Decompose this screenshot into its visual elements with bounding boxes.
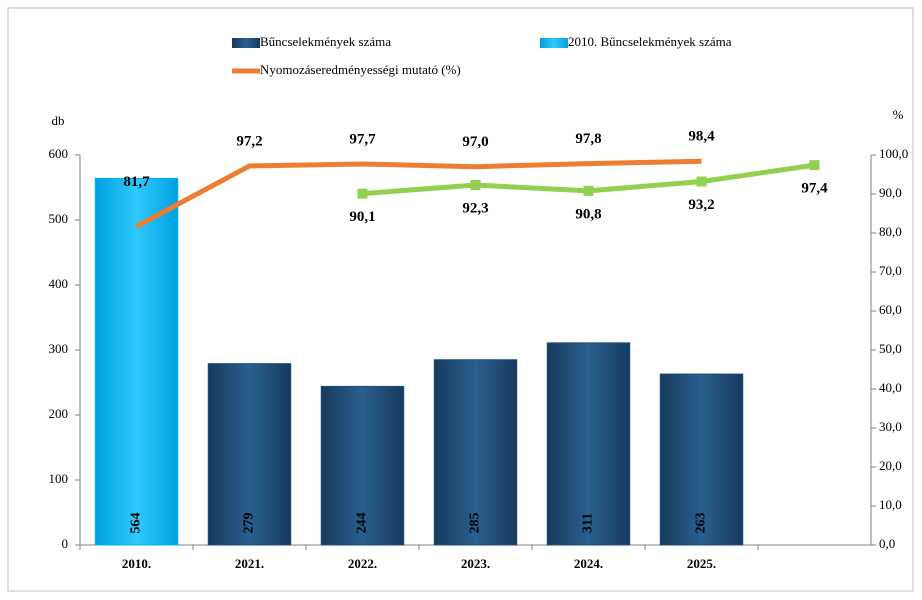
legend-label: 2010. Bűncselekmények száma <box>568 34 732 49</box>
y2-tick-label: 30,0 <box>879 419 902 434</box>
y-tick-label: 600 <box>49 146 69 161</box>
value-label: 97,8 <box>575 131 601 147</box>
y2-tick-label: 80,0 <box>879 224 902 239</box>
y-tick-label: 100 <box>49 471 69 486</box>
y-axis-label: db <box>52 113 65 128</box>
bar <box>94 177 179 546</box>
y2-tick-label: 70,0 <box>879 263 902 278</box>
legend-swatch <box>540 38 568 48</box>
y-tick-label: 0 <box>62 536 69 551</box>
y2-tick-label: 10,0 <box>879 497 902 512</box>
value-label: 97,4 <box>801 181 828 197</box>
y2-tick-label: 100,0 <box>879 146 908 161</box>
marker <box>583 185 594 196</box>
bar-label: 263 <box>694 513 709 534</box>
y-tick-label: 300 <box>49 341 69 356</box>
legend-swatch <box>232 38 260 48</box>
value-label: 98,4 <box>688 129 715 145</box>
y2-tick-label: 50,0 <box>879 341 902 356</box>
value-label: 81,7 <box>123 174 150 190</box>
x-tick-label: 2021. <box>235 556 264 571</box>
value-label: 90,1 <box>349 209 375 225</box>
x-tick-label: 2025. <box>687 556 716 571</box>
y-tick-label: 200 <box>49 406 69 421</box>
bar-label: 564 <box>129 513 144 534</box>
bar <box>659 373 744 546</box>
x-tick-label: 2010. <box>122 556 151 571</box>
value-label: 92,3 <box>462 200 488 216</box>
y2-tick-label: 90,0 <box>879 185 902 200</box>
bar-label: 311 <box>581 513 596 533</box>
y2-tick-label: 40,0 <box>879 380 902 395</box>
x-tick-label: 2024. <box>574 556 603 571</box>
bar <box>433 359 518 546</box>
y2-tick-label: 60,0 <box>879 302 902 317</box>
marker <box>696 176 707 187</box>
x-tick-label: 2022. <box>348 556 377 571</box>
y2-tick-label: 0,0 <box>879 536 895 551</box>
value-label: 97,2 <box>236 133 262 149</box>
y-tick-label: 500 <box>49 211 69 226</box>
value-label: 97,7 <box>349 131 376 147</box>
frame <box>7 7 914 592</box>
marker <box>357 188 368 199</box>
y-tick-label: 400 <box>49 276 69 291</box>
bar <box>546 342 631 546</box>
legend-label: Bűncselekmények száma <box>260 34 391 49</box>
bar <box>320 385 405 546</box>
x-tick-label: 2023. <box>461 556 490 571</box>
bar-label: 279 <box>242 513 257 534</box>
y2-tick-label: 20,0 <box>879 458 902 473</box>
y2-axis-label: % <box>893 107 904 122</box>
bar-label: 244 <box>355 513 370 534</box>
legend-label: Nyomozáseredményességi mutató (%) <box>260 62 461 77</box>
value-label: 97,0 <box>462 134 488 150</box>
value-label: 90,8 <box>575 206 601 222</box>
line <box>135 158 702 229</box>
bar-label: 285 <box>468 513 483 534</box>
value-label: 93,2 <box>688 197 714 213</box>
marker <box>809 160 820 171</box>
bar <box>207 363 292 546</box>
marker <box>470 180 481 191</box>
